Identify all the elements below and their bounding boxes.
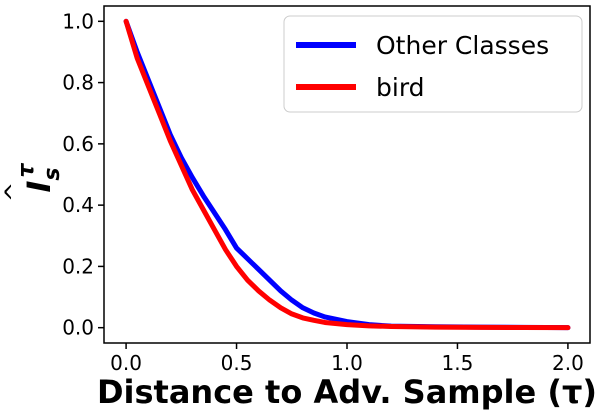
y-tick-label: 0.2 bbox=[62, 254, 94, 278]
legend-box bbox=[283, 15, 583, 113]
y-tick-label: 0.0 bbox=[62, 316, 94, 340]
y-tick-label: 0.4 bbox=[62, 193, 94, 217]
y-axis: 0.0 0.2 0.4 0.6 0.8 1.0 bbox=[62, 9, 104, 340]
y-axis-title-hat: ^ bbox=[0, 182, 28, 202]
x-axis-title: Distance to Adv. Sample (τ) bbox=[97, 373, 597, 411]
x-tick-label: 0.0 bbox=[110, 351, 142, 375]
svg-text:Isτ: Isτ bbox=[14, 163, 65, 193]
y-axis-title: Isτ ^ bbox=[0, 163, 65, 203]
y-tick-label: 1.0 bbox=[62, 9, 94, 33]
y-axis-title-base: I bbox=[20, 181, 58, 193]
x-tick-label: 0.5 bbox=[221, 351, 253, 375]
x-tick-label: 1.0 bbox=[331, 351, 363, 375]
legend-label-other-classes: Other Classes bbox=[376, 31, 549, 60]
series-line-bird bbox=[123, 18, 571, 331]
legend-label-bird: bird bbox=[376, 73, 425, 102]
series-layer bbox=[123, 18, 571, 331]
y-axis-title-superscript: τ bbox=[14, 163, 39, 178]
legend: Other Classes bird bbox=[283, 15, 583, 113]
y-axis-title-subscript: s bbox=[40, 168, 65, 181]
x-axis: 0.0 0.5 1.0 1.5 2.0 bbox=[110, 343, 584, 375]
x-tick-label: 1.5 bbox=[442, 351, 474, 375]
y-tick-label: 0.8 bbox=[62, 71, 94, 95]
y-tick-label: 0.6 bbox=[62, 132, 94, 156]
x-tick-label: 2.0 bbox=[552, 351, 584, 375]
